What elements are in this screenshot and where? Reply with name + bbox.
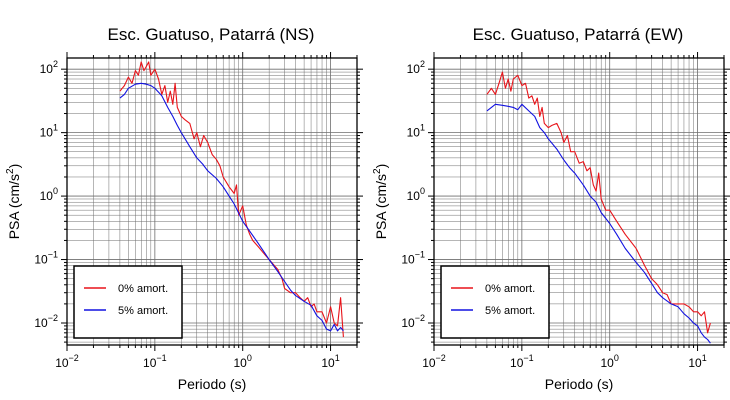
x-tick-exponent: −1 bbox=[156, 353, 166, 363]
x-axis-label: Periodo (s) bbox=[178, 376, 246, 392]
legend-box bbox=[440, 265, 550, 339]
legend-label-5pct: 5% amort. bbox=[118, 305, 168, 317]
chart-title: Esc. Guatuso, Patarrá (NS) bbox=[108, 25, 315, 44]
legend-box bbox=[73, 265, 183, 339]
y-tick-exponent: 1 bbox=[420, 123, 425, 133]
plot-frame bbox=[433, 57, 725, 346]
x-tick-exponent: −1 bbox=[523, 353, 533, 363]
x-tick-exponent: 1 bbox=[335, 353, 340, 363]
x-tick-exponent: 1 bbox=[702, 353, 707, 363]
y-axis-label-close: ) bbox=[6, 164, 22, 169]
x-axis-label: Periodo (s) bbox=[545, 376, 613, 392]
y-tick-exponent: −2 bbox=[415, 313, 425, 323]
y-tick-exponent: 2 bbox=[53, 59, 58, 69]
y-axis-label-sup: 2 bbox=[372, 168, 383, 174]
x-tick-exponent: −2 bbox=[436, 353, 446, 363]
series-line-5pct bbox=[119, 82, 344, 332]
x-tick-exponent: 0 bbox=[247, 353, 252, 363]
series-group bbox=[119, 61, 344, 338]
y-axis-label-close: ) bbox=[373, 164, 389, 169]
y-axis-label-sup: 2 bbox=[5, 168, 16, 174]
series-group bbox=[486, 71, 711, 344]
y-tick-exponent: 2 bbox=[420, 59, 425, 69]
y-tick-exponent: −1 bbox=[48, 250, 58, 260]
series-line-5pct bbox=[486, 103, 711, 344]
legend-label-5pct: 5% amort. bbox=[485, 305, 535, 317]
y-axis-label-main: PSA (cm/s bbox=[373, 174, 389, 239]
y-axis-label: PSA (cm/s2) bbox=[372, 164, 389, 240]
legend: 0% amort. 5% amort. bbox=[440, 265, 550, 339]
chart-title: Esc. Guatuso, Patarrá (EW) bbox=[473, 25, 684, 44]
legend: 0% amort. 5% amort. bbox=[73, 265, 183, 339]
y-tick-exponent: −1 bbox=[415, 250, 425, 260]
x-tick-exponent: −2 bbox=[69, 353, 79, 363]
y-tick-exponent: 1 bbox=[53, 123, 58, 133]
y-tick-exponent: 0 bbox=[53, 186, 58, 196]
y-axis-label-main: PSA (cm/s bbox=[6, 174, 22, 239]
y-axis-label: PSA (cm/s2) bbox=[5, 164, 22, 240]
legend-label-0pct: 0% amort. bbox=[485, 283, 535, 295]
x-tick-exponent: 0 bbox=[614, 353, 619, 363]
grid bbox=[66, 58, 358, 345]
legend-label-0pct: 0% amort. bbox=[118, 283, 168, 295]
series-line-0pct bbox=[119, 61, 344, 338]
y-tick-exponent: −2 bbox=[48, 313, 58, 323]
plot-frame bbox=[66, 57, 358, 346]
y-tick-exponent: 0 bbox=[420, 186, 425, 196]
